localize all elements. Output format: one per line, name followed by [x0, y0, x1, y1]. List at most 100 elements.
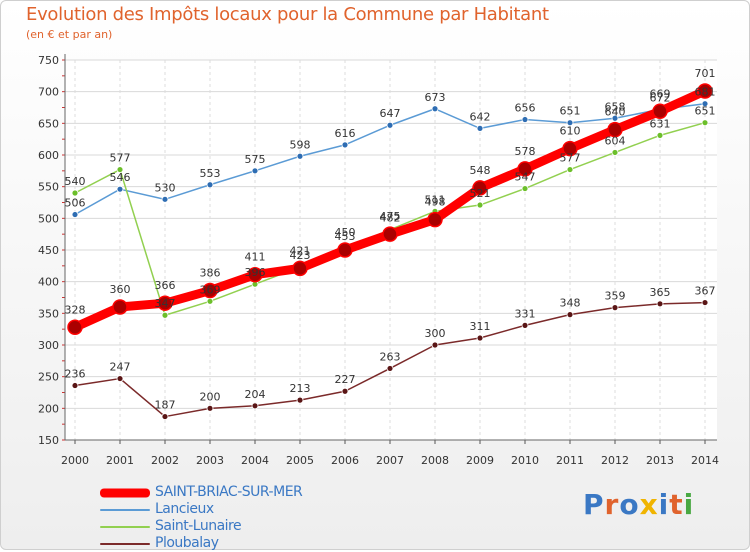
y-tick-label: 600 — [38, 149, 59, 162]
legend-swatch — [100, 488, 150, 497]
x-tick-label: 2008 — [421, 454, 449, 467]
saint-lunaire-point — [206, 297, 214, 305]
saint-lunaire-data-label: 347 — [155, 297, 176, 310]
lancieux-data-label: 651 — [560, 105, 581, 118]
saint-lunaire-data-label: 540 — [65, 175, 86, 188]
saint-briac-sur-mer-point — [652, 103, 668, 120]
lancieux-point — [476, 124, 484, 132]
saint-lunaire-data-label: 651 — [695, 105, 716, 118]
x-tick-label: 2001 — [106, 454, 134, 467]
lancieux-point — [611, 114, 619, 122]
legend-label: Ploubalay — [155, 535, 219, 551]
ploubalay-data-label: 365 — [650, 286, 671, 299]
ploubalay-point — [116, 375, 124, 382]
lancieux-point — [341, 141, 349, 149]
ploubalay-point — [341, 387, 349, 395]
ploubalay-data-label: 236 — [65, 368, 86, 381]
lancieux-data-label: 656 — [515, 102, 536, 115]
lancieux-point — [521, 116, 529, 123]
logo-letter: r — [604, 488, 620, 521]
lancieux-data-label: 658 — [605, 100, 626, 113]
saint-lunaire-point — [521, 185, 529, 192]
x-tick-label: 2009 — [466, 454, 494, 467]
ploubalay-data-label: 300 — [425, 327, 446, 340]
y-tick-label: 200 — [38, 402, 59, 415]
saint-briac-sur-mer-point — [697, 83, 713, 99]
lancieux-point — [566, 119, 574, 127]
saint-lunaire-data-label: 396 — [245, 266, 266, 279]
lancieux-point — [701, 100, 709, 108]
logo-letter: t — [669, 488, 684, 521]
lancieux-data-label: 647 — [380, 107, 401, 120]
saint-briac-sur-mer-data-label: 548 — [470, 164, 491, 177]
x-tick-label: 2007 — [376, 454, 404, 467]
ploubalay-point — [521, 321, 529, 329]
saint-briac-sur-mer-point — [607, 121, 623, 138]
lancieux-point — [206, 181, 214, 189]
lancieux-point — [116, 185, 124, 193]
x-tick-label: 2003 — [196, 454, 224, 467]
lancieux-data-label: 598 — [290, 138, 311, 151]
saint-lunaire-point — [566, 166, 574, 173]
saint-lunaire-data-label: 604 — [605, 134, 626, 147]
y-tick-label: 500 — [38, 212, 59, 225]
saint-lunaire-point — [611, 149, 619, 156]
ploubalay-point — [566, 311, 574, 319]
ploubalay-data-label: 187 — [155, 399, 176, 412]
x-tick-label: 2010 — [511, 454, 539, 467]
legend-swatch — [100, 525, 150, 528]
saint-lunaire-data-label: 453 — [335, 230, 356, 243]
saint-briac-sur-mer-point — [517, 161, 533, 177]
saint-briac-sur-mer-data-label: 328 — [65, 303, 86, 316]
saint-lunaire-data-label: 577 — [560, 152, 581, 165]
x-tick-label: 2013 — [646, 454, 674, 467]
lancieux-data-label: 616 — [335, 127, 356, 140]
saint-briac-sur-mer-point — [562, 140, 578, 157]
lancieux-data-label: 546 — [110, 171, 131, 184]
y-tick-label: 700 — [38, 86, 59, 99]
ploubalay-data-label: 200 — [200, 390, 221, 403]
x-tick-label: 2011 — [556, 454, 584, 467]
ploubalay-data-label: 204 — [245, 388, 266, 401]
saint-briac-sur-mer-data-label: 366 — [155, 279, 176, 292]
ploubalay-point — [251, 402, 259, 410]
saint-briac-sur-mer-point — [382, 226, 398, 242]
ploubalay-data-label: 247 — [110, 361, 131, 374]
logo-letter: P — [583, 488, 605, 521]
y-tick-label: 550 — [38, 181, 59, 194]
lancieux-point — [296, 152, 304, 160]
saint-briac-sur-mer-data-label: 360 — [110, 283, 131, 296]
ploubalay-data-label: 311 — [470, 320, 491, 333]
saint-lunaire-data-label: 547 — [515, 171, 536, 184]
saint-briac-sur-mer-data-label: 498 — [425, 196, 446, 209]
lancieux-point — [386, 121, 394, 129]
logo-letter: i — [683, 488, 695, 521]
x-tick-label: 2000 — [61, 454, 89, 467]
ploubalay-point — [431, 341, 439, 349]
lancieux-data-label: 681 — [695, 86, 716, 99]
ploubalay-data-label: 359 — [605, 290, 626, 303]
lancieux-data-label: 672 — [650, 91, 671, 104]
legend-swatch — [100, 508, 150, 511]
ploubalay-point — [161, 413, 169, 420]
saint-briac-sur-mer-data-label: 669 — [650, 87, 671, 100]
ploubalay-data-label: 263 — [380, 350, 401, 363]
x-tick-label: 2002 — [151, 454, 179, 467]
legend-swatch — [100, 542, 150, 545]
saint-briac-sur-mer-point — [202, 282, 218, 299]
y-tick-label: 300 — [38, 339, 59, 352]
ploubalay-point — [206, 404, 214, 412]
saint-briac-sur-mer-data-label: 578 — [515, 145, 536, 158]
x-tick-label: 2004 — [241, 454, 269, 467]
saint-lunaire-point — [161, 311, 169, 319]
saint-briac-sur-mer-point — [337, 242, 353, 258]
lancieux-point — [71, 211, 79, 218]
lancieux-data-label: 575 — [245, 153, 266, 166]
saint-lunaire-point — [476, 201, 484, 209]
chart-title: Evolution des Impôts locaux pour la Comm… — [26, 4, 549, 25]
ploubalay-point — [656, 300, 664, 308]
logo-letter: i — [658, 488, 670, 521]
saint-briac-sur-mer-point — [112, 299, 128, 315]
saint-briac-sur-mer-point — [67, 319, 83, 336]
